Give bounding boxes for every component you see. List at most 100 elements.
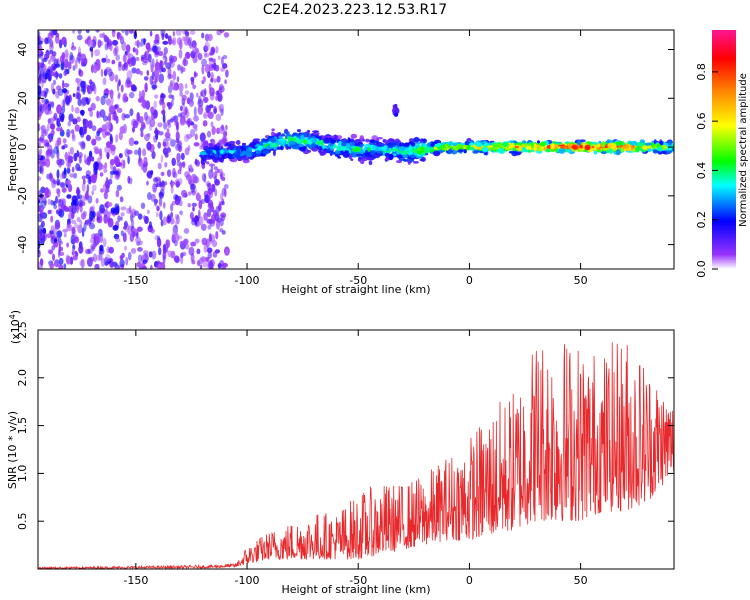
spectrogram-cell — [207, 224, 212, 230]
spectrogram-cell — [540, 141, 546, 147]
spectrogram-cell — [155, 211, 159, 218]
spectrogram-cell — [175, 138, 180, 144]
spectrogram-cell — [72, 200, 77, 206]
spectrogram-cell — [40, 54, 44, 61]
spectrogram-cell — [167, 119, 171, 125]
spectrogram-cell — [558, 148, 566, 154]
spectrogram-cell — [193, 142, 200, 147]
spectrogram-cell — [63, 263, 67, 269]
spectrogram-cell — [96, 157, 101, 164]
colorbar-tick-label: 0.0 — [695, 260, 708, 278]
spectrogram-cell — [77, 34, 83, 41]
spectrogram-cell — [70, 45, 77, 51]
spectrogram-cell — [135, 232, 139, 239]
spectrogram-cell — [92, 65, 98, 74]
spectrogram-cell — [191, 259, 196, 265]
spectrogram-cell — [148, 221, 152, 230]
spectrogram-cell — [329, 139, 336, 144]
spectrogram-cell — [82, 85, 86, 95]
spectrogram-cell — [550, 143, 555, 150]
spectrogram-cell — [475, 143, 483, 147]
spectrogram-cell — [133, 210, 140, 216]
spectrogram-cell — [201, 64, 205, 75]
spectrogram-cell — [184, 30, 189, 35]
spectrogram-cell — [220, 214, 226, 222]
spectrogram-cell — [44, 91, 47, 99]
spectrogram-cell — [130, 247, 137, 254]
spectrogram-cell — [253, 138, 261, 142]
spectrogram-cell — [199, 264, 203, 269]
spectrogram-cell — [80, 212, 87, 220]
spectrogram-cell — [199, 145, 204, 150]
spectrogram-cell — [333, 144, 337, 149]
spectrogram-cell — [211, 64, 215, 69]
spectrogram-cell — [512, 147, 516, 152]
spectrogram-cell — [139, 261, 142, 268]
spectrogram-cell — [61, 99, 65, 108]
colorbar-tick-label: 0.4 — [695, 162, 708, 180]
spectrogram-cell — [197, 104, 204, 115]
spectrogram-cell — [99, 33, 104, 38]
spectrogram-cell — [38, 62, 43, 67]
spectrogram-cell — [170, 211, 174, 219]
spectrogram-cell — [47, 73, 52, 82]
spectrogram-cell — [133, 140, 139, 145]
spectrogram-cell — [119, 216, 123, 221]
spectrogram-cell — [262, 149, 270, 155]
spectrogram-cell — [545, 148, 551, 153]
spectrogram-cell — [95, 198, 99, 204]
spectrogram-cell — [193, 106, 197, 117]
spectrogram-cell — [139, 41, 144, 47]
spectrogram-cell — [130, 219, 135, 228]
spectrogram-cell — [49, 54, 56, 63]
spectrogram-cell — [165, 239, 169, 249]
spectrogram-cell — [176, 160, 180, 167]
spectrogram-cell — [46, 233, 52, 239]
y-tick-label: 0.5 — [16, 512, 29, 530]
spectrogram-cell — [566, 148, 572, 153]
spectrogram-cell — [359, 135, 365, 142]
spectrogram-cell — [361, 157, 369, 162]
spectrogram-cell — [204, 41, 210, 52]
spectrogram-cell — [76, 116, 81, 123]
spectrogram-cell — [66, 224, 73, 232]
spectrogram-cell — [150, 170, 154, 175]
spectrogram-cell — [58, 264, 64, 269]
spectrogram-cell — [607, 142, 612, 148]
spectrogram-cell — [208, 163, 215, 167]
spectrogram-cell — [105, 88, 109, 93]
spectrogram-cell — [126, 58, 132, 65]
spectrogram-cell — [609, 148, 613, 154]
spectrogram-cell — [276, 141, 282, 145]
spectrogram-cell — [296, 134, 301, 138]
spectrogram-cell — [150, 106, 155, 114]
spectrogram-cell — [472, 150, 479, 154]
spectrogram-cell — [113, 47, 118, 57]
spectrogram-cell — [115, 134, 119, 143]
spectrogram-cell — [194, 158, 198, 165]
spectrogram-cell — [671, 148, 674, 151]
spectrogram-cell — [196, 194, 202, 202]
spectrogram-cell — [421, 138, 426, 142]
spectrogram-cell — [58, 73, 63, 79]
spectrogram-cell — [271, 131, 275, 137]
spectrogram-cell — [38, 213, 43, 223]
spectrogram-cell — [278, 135, 283, 139]
spectrogram-cell — [38, 176, 42, 181]
spectrogram-cell — [228, 140, 236, 145]
spectrogram-cell — [103, 191, 108, 200]
spectrogram-cell — [143, 250, 149, 255]
spectrogram-cell — [155, 46, 162, 52]
spectrogram-cell — [142, 148, 147, 157]
spectrogram-frame — [37, 29, 675, 270]
spectrogram-cell — [99, 244, 104, 252]
spectrogram-cell — [606, 139, 611, 144]
spectrogram-cell — [164, 162, 168, 168]
spectrogram-cell — [169, 118, 174, 123]
spectrogram-cell — [110, 97, 114, 105]
spectrogram-cell — [166, 169, 172, 177]
spectrogram-cell — [89, 109, 93, 118]
spectrogram-cell — [62, 138, 67, 144]
spectrogram-cell — [104, 261, 109, 266]
spectrogram-cell — [143, 38, 146, 45]
